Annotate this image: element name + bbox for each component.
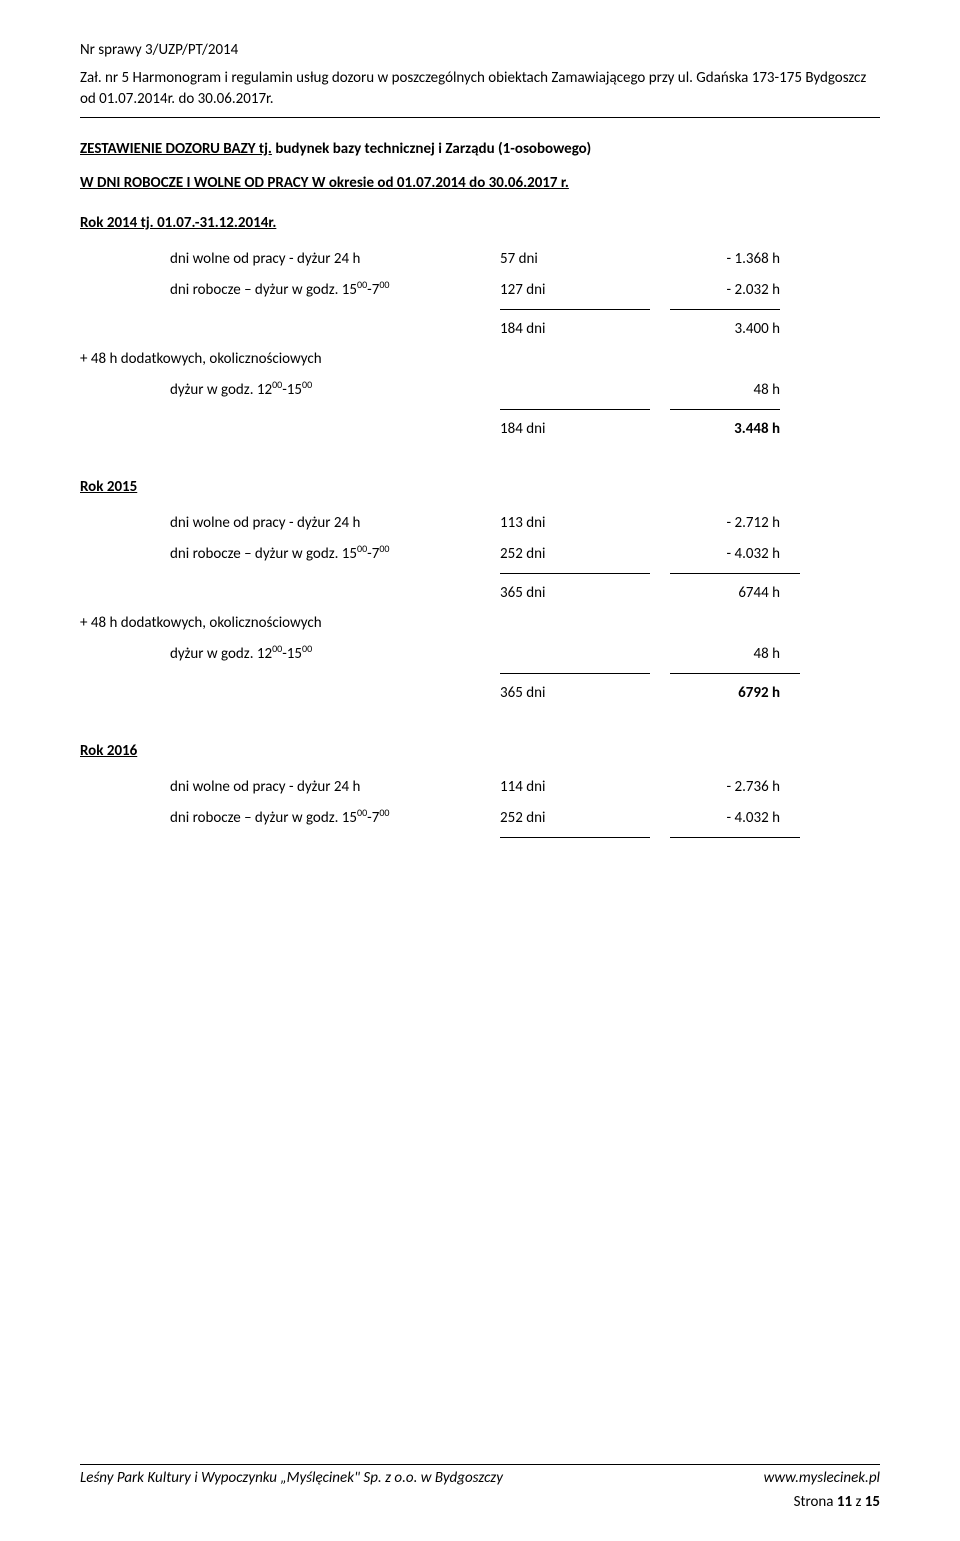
s2: 00 bbox=[379, 542, 389, 555]
case-number: Nr sprawy 3/UZP/PT/2014 bbox=[80, 40, 880, 60]
attachment-line: Zał. nr 5 Harmonogram i regulamin usług … bbox=[80, 68, 880, 109]
lb: -15 bbox=[282, 381, 302, 399]
s1: 00 bbox=[272, 642, 282, 655]
right: 48 h bbox=[650, 645, 780, 663]
title-suffix: budynek bazy technicznej i Zarządu (1-os… bbox=[272, 140, 591, 158]
header-divider bbox=[80, 117, 880, 118]
divider bbox=[80, 309, 880, 310]
s1: 00 bbox=[272, 378, 282, 391]
p4: 15 bbox=[865, 1493, 880, 1511]
divider bbox=[80, 409, 880, 410]
right: - 4.032 h bbox=[650, 545, 780, 563]
lb: -7 bbox=[367, 545, 379, 563]
lb: -7 bbox=[367, 809, 379, 827]
la: dni robocze – dyżur w godz. 15 bbox=[170, 545, 357, 563]
label: dyżur w godz. 1200-1500 bbox=[170, 378, 500, 399]
la: dni robocze – dyżur w godz. 15 bbox=[170, 809, 357, 827]
row-2015-sum2: 365 dni 6792 h bbox=[80, 684, 880, 702]
extra-note-2015: + 48 h dodatkowych, okolicznościowych bbox=[80, 614, 880, 632]
row-2014-dyzur: dyżur w godz. 1200-1500 48 h bbox=[80, 378, 880, 399]
period-line: W DNI ROBOCZE I WOLNE OD PRACY W okresie… bbox=[80, 174, 880, 192]
mid: 252 dni bbox=[500, 809, 650, 827]
p3: z bbox=[852, 1493, 865, 1511]
row-2016-robocze: dni robocze – dyżur w godz. 1500-700 252… bbox=[80, 806, 880, 827]
mid: 184 dni bbox=[500, 320, 650, 338]
year-2015-heading: Rok 2015 bbox=[80, 478, 880, 496]
row-2016-wolne: dni wolne od pracy - dyżur 24 h 114 dni … bbox=[80, 778, 880, 796]
right: - 2.712 h bbox=[650, 514, 780, 532]
label: dni robocze – dyżur w godz. 1500-700 bbox=[170, 278, 500, 299]
p2: 11 bbox=[837, 1493, 852, 1511]
footer-divider bbox=[80, 1464, 880, 1465]
la: dyżur w godz. 12 bbox=[170, 645, 272, 663]
section-title: ZESTAWIENIE DOZORU BAZY tj. budynek bazy… bbox=[80, 140, 880, 158]
mid: 184 dni bbox=[500, 420, 650, 438]
label: dni robocze – dyżur w godz. 1500-700 bbox=[170, 542, 500, 563]
right: 6792 h bbox=[650, 684, 780, 702]
s2: 00 bbox=[302, 642, 312, 655]
s2: 00 bbox=[379, 806, 389, 819]
la: dyżur w godz. 12 bbox=[170, 381, 272, 399]
mid: 252 dni bbox=[500, 545, 650, 563]
label: dni robocze – dyżur w godz. 1500-700 bbox=[170, 806, 500, 827]
extra-note-2014: + 48 h dodatkowych, okolicznościowych bbox=[80, 350, 880, 368]
p1: Strona bbox=[794, 1493, 837, 1511]
year-2016-heading: Rok 2016 bbox=[80, 742, 880, 760]
s1: 00 bbox=[357, 278, 367, 291]
label: dni wolne od pracy - dyżur 24 h bbox=[170, 778, 500, 796]
lb: -15 bbox=[282, 645, 302, 663]
s1: 00 bbox=[357, 806, 367, 819]
mid: 57 dni bbox=[500, 250, 650, 268]
lb: -7 bbox=[367, 281, 379, 299]
right: - 4.032 h bbox=[650, 809, 780, 827]
label: dni wolne od pracy - dyżur 24 h bbox=[170, 250, 500, 268]
row-2015-wolne: dni wolne od pracy - dyżur 24 h 113 dni … bbox=[80, 514, 880, 532]
mid: 365 dni bbox=[500, 684, 650, 702]
divider bbox=[80, 673, 880, 674]
row-2015-sum1: 365 dni 6744 h bbox=[80, 584, 880, 602]
label: dni wolne od pracy - dyżur 24 h bbox=[170, 514, 500, 532]
footer: Leśny Park Kultury i Wypoczynku „Myślęci… bbox=[80, 1456, 880, 1511]
row-2014-wolne: dni wolne od pracy - dyżur 24 h 57 dni -… bbox=[80, 250, 880, 268]
la: dni robocze – dyżur w godz. 15 bbox=[170, 281, 357, 299]
right: - 1.368 h bbox=[650, 250, 780, 268]
right: 48 h bbox=[650, 381, 780, 399]
s2: 00 bbox=[302, 378, 312, 391]
title-prefix: ZESTAWIENIE DOZORU BAZY tj. bbox=[80, 140, 272, 158]
divider bbox=[80, 573, 880, 574]
label: dyżur w godz. 1200-1500 bbox=[170, 642, 500, 663]
footer-right: www.myslecinek.pl bbox=[764, 1469, 880, 1487]
mid: 114 dni bbox=[500, 778, 650, 796]
s1: 00 bbox=[357, 542, 367, 555]
right: 6744 h bbox=[650, 584, 780, 602]
mid: 365 dni bbox=[500, 584, 650, 602]
mid: 113 dni bbox=[500, 514, 650, 532]
row-2014-robocze: dni robocze – dyżur w godz. 1500-700 127… bbox=[80, 278, 880, 299]
divider bbox=[80, 837, 880, 838]
right: - 2.736 h bbox=[650, 778, 780, 796]
right: - 2.032 h bbox=[650, 281, 780, 299]
right: 3.448 h bbox=[650, 420, 780, 438]
footer-left: Leśny Park Kultury i Wypoczynku „Myślęci… bbox=[80, 1469, 503, 1487]
row-2015-robocze: dni robocze – dyżur w godz. 1500-700 252… bbox=[80, 542, 880, 563]
right: 3.400 h bbox=[650, 320, 780, 338]
s2: 00 bbox=[379, 278, 389, 291]
mid: 127 dni bbox=[500, 281, 650, 299]
page-number: Strona 11 z 15 bbox=[80, 1493, 880, 1511]
row-2014-sum1: 184 dni 3.400 h bbox=[80, 320, 880, 338]
year-2014-heading: Rok 2014 tj. 01.07.-31.12.2014r. bbox=[80, 214, 880, 232]
row-2014-sum2: 184 dni 3.448 h bbox=[80, 420, 880, 438]
row-2015-dyzur: dyżur w godz. 1200-1500 48 h bbox=[80, 642, 880, 663]
